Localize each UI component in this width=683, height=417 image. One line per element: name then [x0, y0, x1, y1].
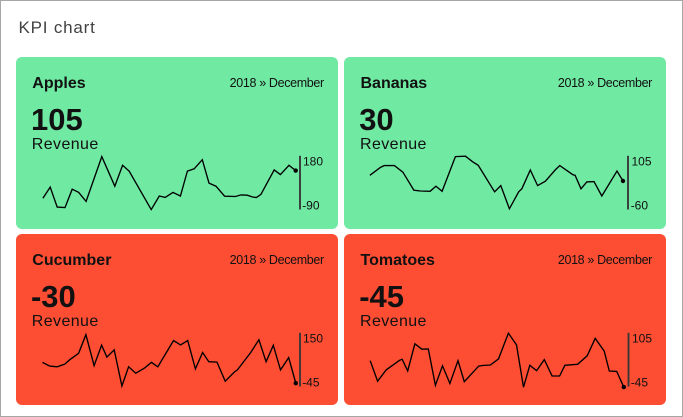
svg-text:-60: -60	[631, 198, 649, 212]
svg-text:-45: -45	[302, 375, 320, 389]
svg-text:-45: -45	[631, 375, 649, 389]
svg-text:150: 150	[303, 331, 323, 345]
svg-text:-90: -90	[302, 198, 320, 212]
svg-text:105: 105	[632, 154, 652, 168]
svg-text:180: 180	[303, 154, 323, 168]
svg-text:105: 105	[632, 331, 652, 345]
